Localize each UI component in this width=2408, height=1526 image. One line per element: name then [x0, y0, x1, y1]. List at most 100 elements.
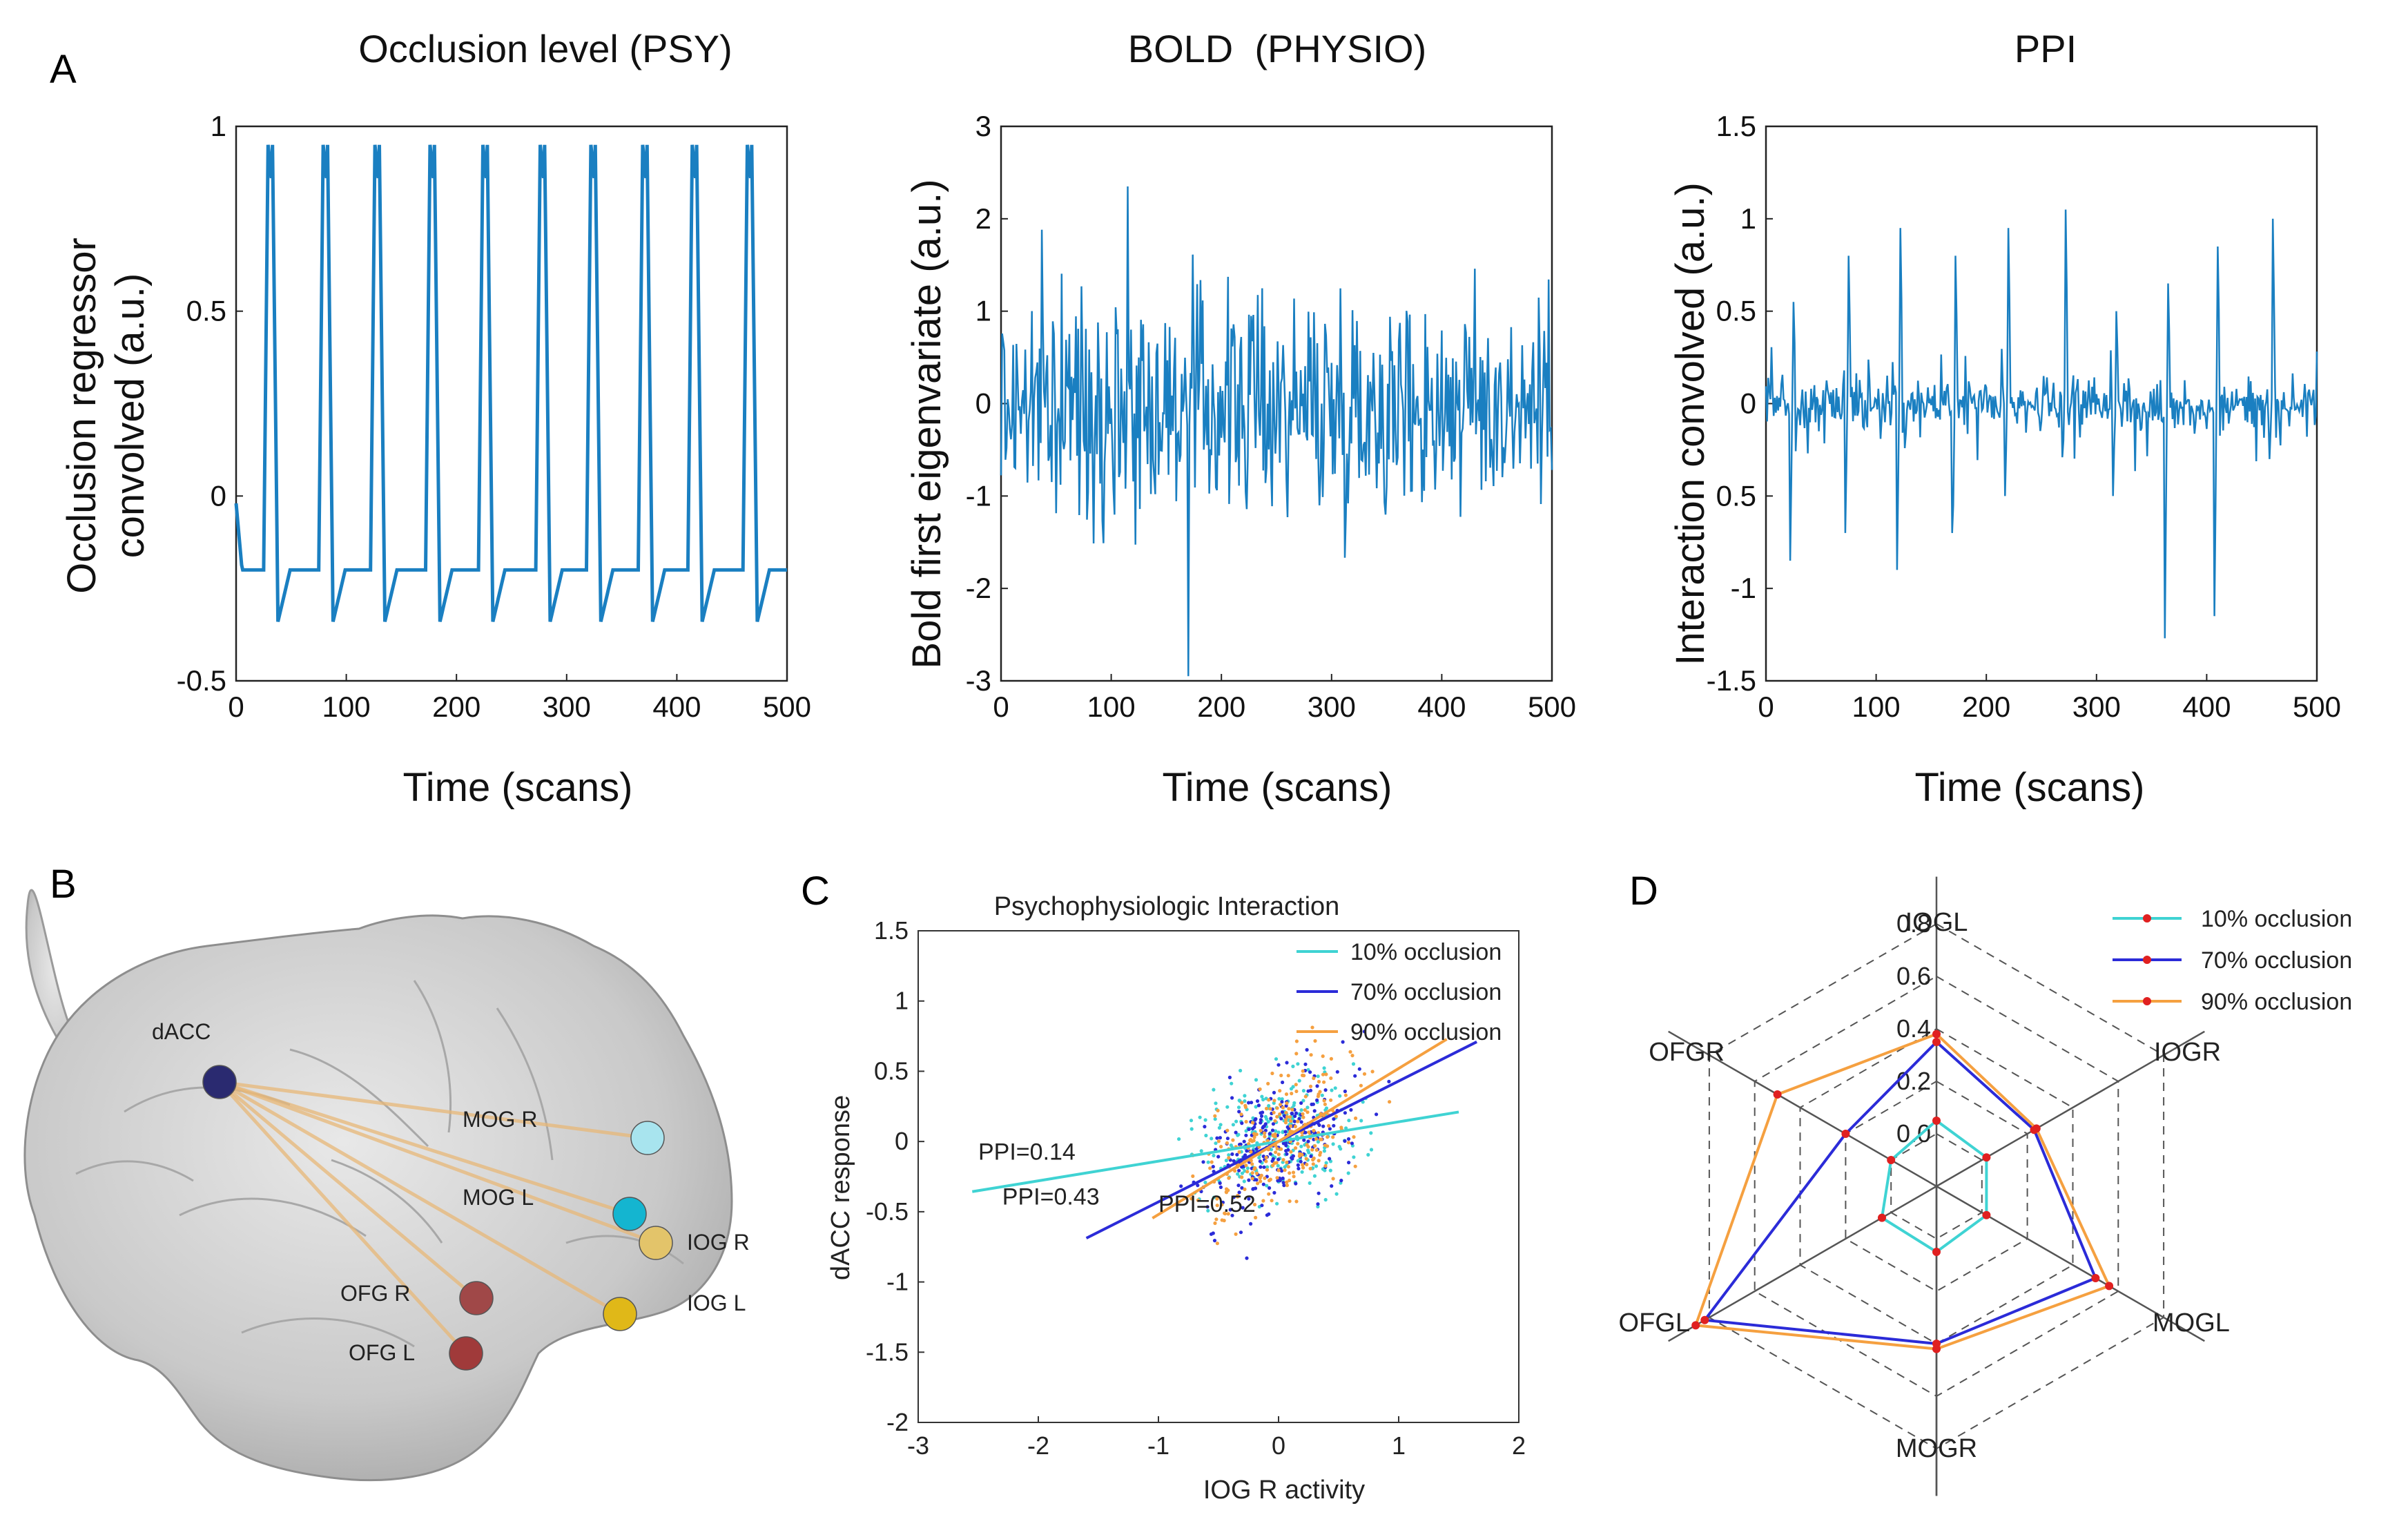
scatter-point	[1252, 1202, 1257, 1207]
scatter-point	[1352, 1155, 1356, 1159]
scatter-point	[1235, 1152, 1239, 1157]
legend-label: 90% occlusion	[2201, 989, 2352, 1015]
x-tick-label: -3	[907, 1431, 929, 1460]
scatter-point	[1275, 1147, 1279, 1151]
y-tick-label: 1.5	[1716, 110, 1756, 142]
brain-edge	[218, 1080, 621, 1316]
scatter-point	[1271, 1122, 1275, 1126]
scatter-point	[1282, 1184, 1286, 1188]
y-tick-label: -0.5	[177, 664, 226, 697]
radar-axis-line	[1668, 1185, 1937, 1342]
scatter-point	[1230, 1081, 1234, 1085]
scatter-point	[1179, 1184, 1183, 1188]
scatter-point	[1212, 1195, 1216, 1199]
scatter-point	[1250, 1171, 1254, 1175]
scatter-point	[1312, 1128, 1316, 1132]
brain-edge	[218, 1081, 478, 1300]
brain-node-label: MOG R	[463, 1107, 537, 1132]
scatter-point	[1343, 1111, 1347, 1115]
scatter-point	[1309, 1053, 1313, 1057]
scatter-point	[1201, 1160, 1205, 1164]
scatter-point	[1279, 1073, 1283, 1078]
radar-axis-label: MOGL	[2153, 1308, 2230, 1337]
scatter-point	[1253, 1118, 1257, 1122]
scatter-point	[1315, 1084, 1319, 1088]
scatter-point	[1218, 1181, 1222, 1186]
brain-node	[630, 1121, 665, 1155]
scatter-point	[1302, 1138, 1306, 1142]
scatter-point	[1288, 1178, 1292, 1183]
scatter-point	[1253, 1186, 1258, 1190]
scatter-point	[1190, 1197, 1194, 1201]
scatter-point	[1294, 1146, 1298, 1150]
scatter-point	[1239, 1112, 1243, 1117]
scatter-point	[1247, 1101, 1251, 1105]
scatter-point	[1263, 1176, 1267, 1180]
scatter-point	[1216, 1139, 1221, 1143]
scatter-point	[1232, 1195, 1236, 1199]
x-tick-label: 0	[993, 690, 1009, 723]
scatter-point	[1285, 1184, 1289, 1188]
scatter-point	[1301, 1099, 1305, 1103]
radar-point	[1982, 1153, 1991, 1162]
chart-c-ylabel: dACC response	[826, 1095, 855, 1280]
scatter-point	[1321, 1054, 1325, 1059]
scatter-point	[1224, 1190, 1228, 1194]
chart-a3-ylabel: Interaction convolved (a.u.)	[1668, 182, 1713, 666]
scatter-point	[1247, 1197, 1251, 1201]
scatter-point	[1237, 1150, 1241, 1154]
scatter-point	[1351, 1062, 1356, 1066]
scatter-point	[1285, 1180, 1289, 1184]
scatter-point	[1230, 1096, 1234, 1100]
scatter-point	[1334, 1114, 1338, 1119]
scatter-point	[1261, 1125, 1265, 1129]
scatter-point	[1274, 1150, 1278, 1155]
scatter-point	[1267, 1179, 1272, 1183]
brain-node-label: dACC	[152, 1019, 211, 1044]
radar-tick-label: 0.6	[1896, 962, 1931, 990]
scatter-point	[1263, 1134, 1267, 1139]
scatter-point	[1285, 1101, 1289, 1105]
scatter-point	[1318, 1153, 1322, 1157]
scatter-point	[1261, 1199, 1265, 1203]
scatter-point	[1387, 1079, 1391, 1083]
scatter-point	[1210, 1160, 1214, 1164]
scatter-point	[1375, 1112, 1379, 1117]
brain-edge	[219, 1080, 657, 1245]
scatter-point	[1328, 1127, 1332, 1131]
scatter-point	[1308, 1070, 1312, 1074]
legend-marker	[2143, 914, 2151, 923]
scatter-point	[1203, 1118, 1207, 1122]
scatter-point	[1322, 1149, 1326, 1153]
scatter-point	[1247, 1142, 1251, 1146]
scatter-point	[1231, 1138, 1235, 1142]
radar-point	[1932, 1344, 1941, 1353]
scatter-point	[1269, 1117, 1273, 1121]
panel-letter-c: C	[801, 869, 830, 914]
scatter-point	[1315, 1098, 1319, 1102]
scatter-point	[1216, 1155, 1221, 1159]
y-tick-label: 1	[211, 110, 226, 142]
scatter-point	[1288, 1115, 1292, 1119]
scatter-point	[1284, 1110, 1288, 1115]
scatter-point	[1308, 1181, 1312, 1185]
scatter-point	[1254, 1215, 1258, 1219]
scatter-point	[1264, 1155, 1268, 1159]
scatter-point	[1259, 1118, 1263, 1122]
legend-label: 70% occlusion	[2201, 947, 2352, 974]
scatter-point	[1309, 1154, 1313, 1159]
scatter-point	[1305, 1143, 1309, 1147]
y-tick-label: 0	[895, 1127, 909, 1155]
scatter-point	[1303, 1062, 1308, 1066]
scatter-point	[1326, 1144, 1330, 1148]
scatter-point	[1237, 1110, 1241, 1114]
scatter-point	[1225, 1141, 1229, 1145]
y-tick-label: -2	[886, 1408, 909, 1436]
scatter-point	[1291, 1085, 1295, 1089]
fit-line	[1152, 1038, 1448, 1219]
scatter-point	[1234, 1232, 1238, 1236]
scatter-point	[1281, 1158, 1285, 1162]
scatter-point	[1369, 1131, 1373, 1135]
ppi-label: PPI=0.14	[978, 1139, 1076, 1166]
scatter-point	[1245, 1166, 1250, 1170]
